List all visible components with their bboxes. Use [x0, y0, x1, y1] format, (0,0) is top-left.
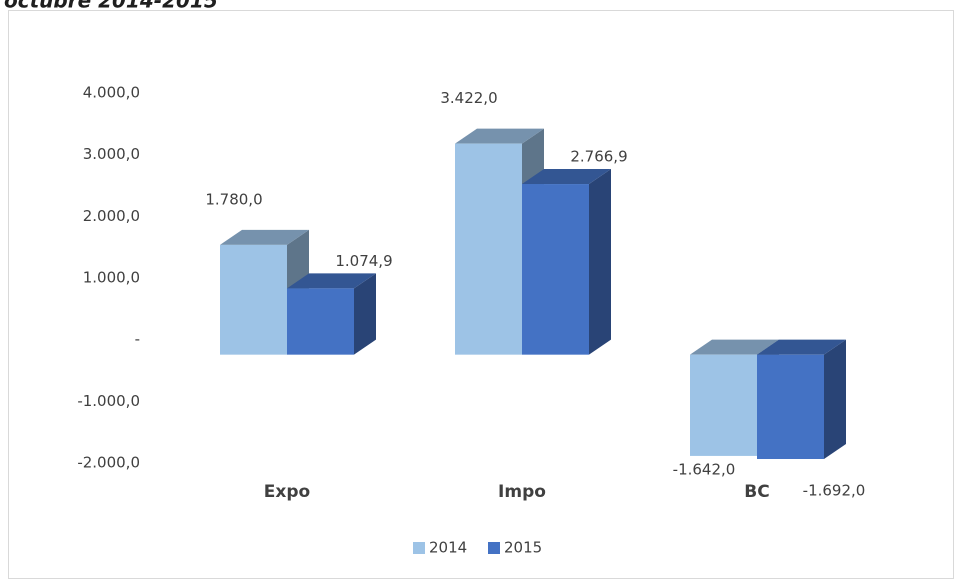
data-label: -1.642,0 [673, 460, 736, 478]
bar-top [522, 169, 611, 185]
chart-title: octubre 2014-2015 [4, 0, 218, 13]
bar-side [589, 169, 611, 355]
data-label: 1.074,9 [335, 252, 392, 270]
bar-side [824, 339, 846, 460]
bar-top [455, 128, 544, 144]
x-tick-label: Impo [498, 482, 546, 502]
y-tick-label: 2.000,0 [83, 207, 140, 225]
bar [455, 143, 522, 355]
legend-label: 2015 [504, 539, 542, 557]
legend-swatch [413, 542, 425, 554]
y-tick-label: 4.000,0 [83, 84, 140, 102]
data-label: 3.422,0 [440, 89, 497, 107]
bar [757, 354, 824, 460]
bar-top [287, 273, 376, 289]
data-label: -1.692,0 [803, 482, 866, 500]
bar [690, 354, 757, 456]
legend-swatch [488, 542, 500, 554]
bar-top [220, 229, 309, 245]
bar [522, 184, 589, 355]
bar [287, 288, 354, 355]
y-tick-label: 3.000,0 [83, 145, 140, 163]
y-tick-label: -1.000,0 [77, 392, 140, 410]
legend-label: 2014 [429, 539, 467, 557]
bar-top [757, 339, 846, 355]
data-label: 2.766,9 [570, 148, 627, 166]
y-tick-label: 1.000,0 [83, 269, 140, 287]
bar-side [354, 273, 376, 355]
bar [220, 244, 287, 355]
bar-top [690, 339, 779, 355]
x-tick-label: BC [744, 482, 769, 502]
data-label: 1.780,0 [205, 190, 262, 208]
y-tick-label: - [135, 330, 140, 348]
x-tick-label: Expo [264, 482, 310, 502]
y-tick-label: -2.000,0 [77, 454, 140, 472]
